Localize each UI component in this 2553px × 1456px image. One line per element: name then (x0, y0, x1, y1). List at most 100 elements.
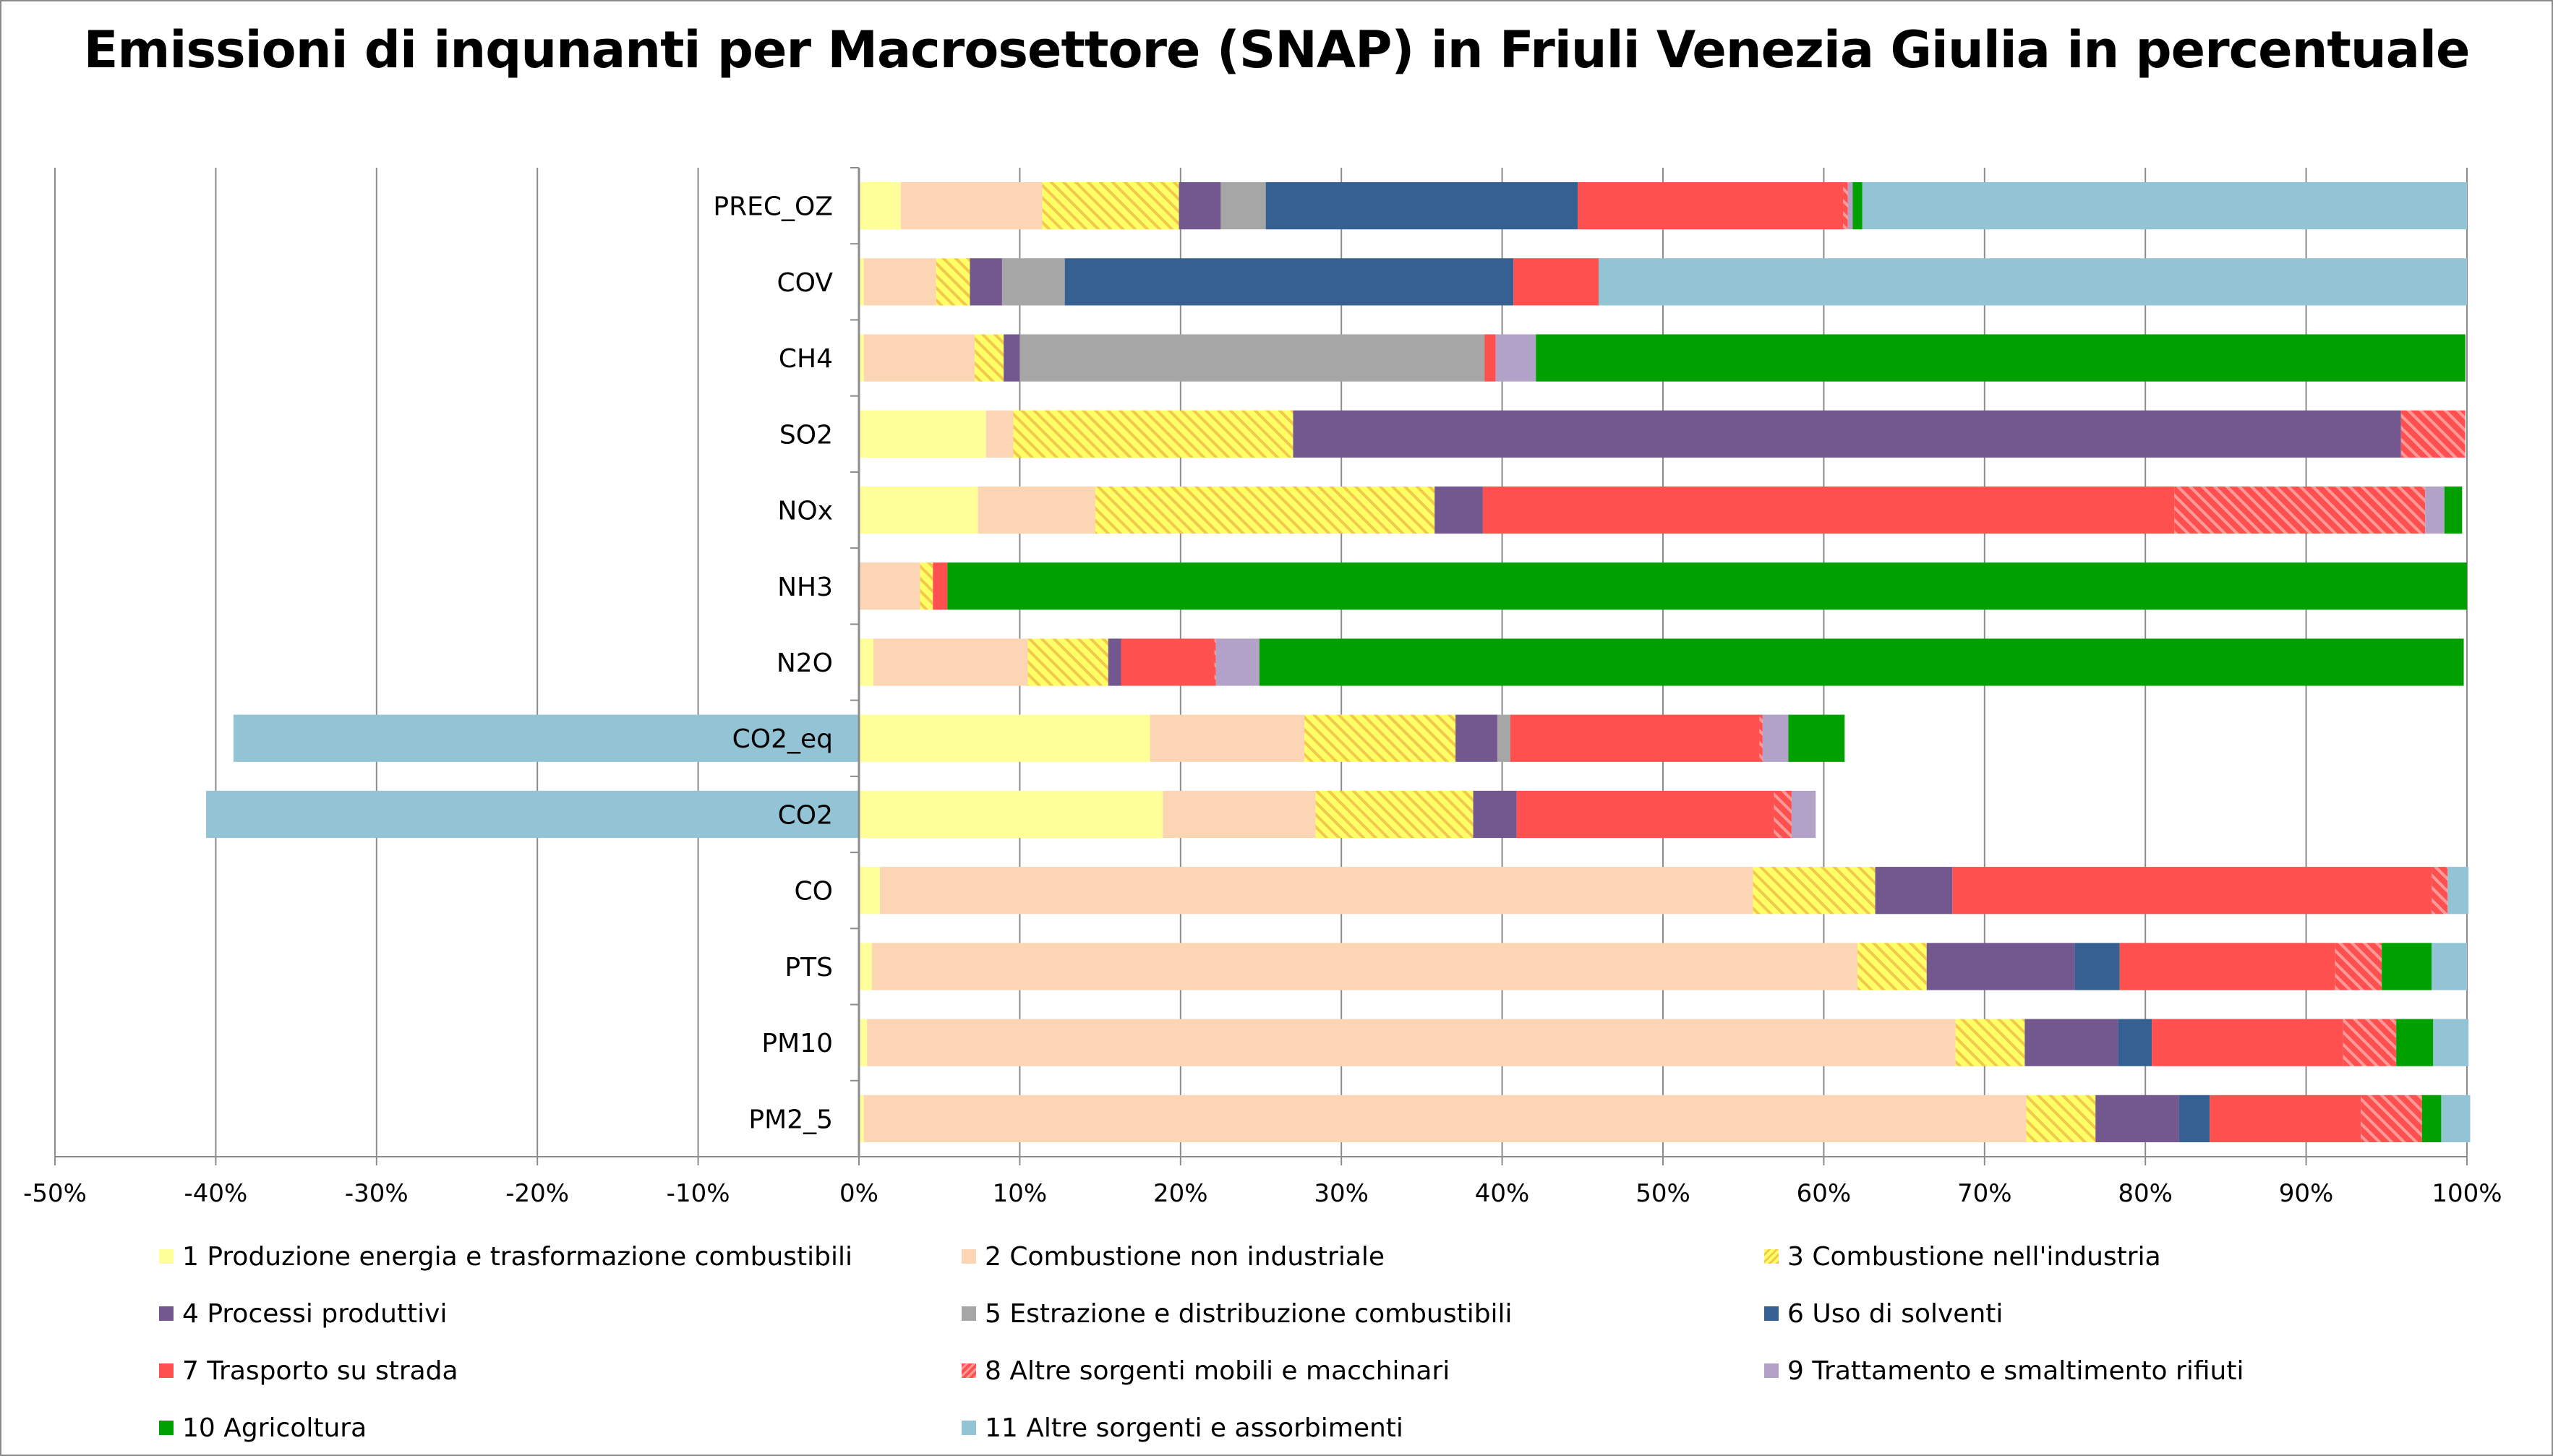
legend-swatch (962, 1363, 976, 1378)
bar-segment (1510, 714, 1760, 762)
category-label: SO2 (779, 420, 833, 450)
legend-item: 11 Altre sorgenti e assorbimenti (962, 1406, 1403, 1449)
bar-segment (1857, 943, 1927, 990)
bar-segment (1013, 410, 1293, 458)
bar-segment (1095, 486, 1435, 534)
bar-segment (873, 638, 1028, 686)
bar-segment (2432, 867, 2448, 915)
bar-segment (1484, 334, 1496, 382)
x-tick-label: -40% (184, 1179, 247, 1208)
x-tick-label: 90% (2279, 1179, 2334, 1208)
bar-segment (1599, 258, 2467, 306)
x-tick-label: -30% (345, 1179, 409, 1208)
legend-swatch (962, 1306, 976, 1321)
x-tick-label: 10% (993, 1179, 1048, 1208)
bar-segment (859, 258, 864, 306)
bar-segment (1042, 181, 1179, 230)
bar-segment (879, 867, 1753, 915)
bar-segment (978, 486, 1095, 534)
category-label: COV (777, 268, 834, 298)
bar-segment (859, 334, 864, 382)
bar-segment (1163, 790, 1316, 839)
x-tick-label: 0% (839, 1179, 878, 1208)
bar-segment (1774, 790, 1792, 839)
bar-segment (1019, 334, 1485, 382)
bar-segment (1220, 181, 1266, 230)
bar-segment (863, 258, 936, 306)
bar-segment (871, 943, 1858, 990)
bar-segment (2118, 1019, 2152, 1066)
bar-segment (859, 181, 901, 230)
legend-item: 9 Trattamento e smaltimento rifiuti (1764, 1349, 2244, 1392)
bar-segment (1064, 258, 1514, 306)
category-label: CO2_eq (732, 724, 833, 754)
legend-item: 10 Agricoltura (159, 1406, 367, 1449)
bar-segment (1215, 638, 1260, 686)
legend-swatch (159, 1421, 174, 1435)
bar-segment (1482, 486, 2175, 534)
bar-segment (975, 334, 1004, 382)
bar-segment (2433, 1019, 2469, 1066)
bar-segment (1293, 410, 2401, 458)
x-tick-label: -10% (667, 1179, 730, 1208)
legend-item: 7 Trasporto su strada (159, 1349, 458, 1392)
x-tick-label: 50% (1635, 1179, 1690, 1208)
bar-segment (2382, 943, 2432, 990)
legend-label: 9 Trattamento e smaltimento rifiuti (1787, 1356, 2244, 1386)
bar-segment (859, 410, 986, 458)
legend-label: 7 Trasporto su strada (182, 1356, 458, 1386)
bar-segment (2432, 943, 2467, 990)
legend-item: 4 Processi produttivi (159, 1292, 447, 1335)
legend-swatch (962, 1249, 976, 1264)
bar-segment (970, 258, 1002, 306)
bar-segment (1497, 714, 1510, 762)
bar-segment (1179, 181, 1221, 230)
bar-segment (1259, 638, 2464, 686)
bar-segment (1108, 638, 1121, 686)
bar-segment (1862, 181, 2467, 230)
bar-segment (1759, 714, 1763, 762)
chart-title: Emissioni di inqunanti per Macrosettore … (83, 20, 2471, 80)
bar-segment (2396, 1019, 2434, 1066)
bar-segment (2095, 1095, 2179, 1143)
bar-segment (1875, 867, 1953, 915)
bar-segment (2441, 1095, 2471, 1143)
legend-label: 11 Altre sorgenti e assorbimenti (985, 1413, 1403, 1443)
bar-segment (933, 562, 948, 610)
bar-segment (2210, 1095, 2361, 1143)
bar-segment (859, 1095, 864, 1143)
bar-segment (859, 1019, 868, 1066)
x-tick-label: 30% (1314, 1179, 1369, 1208)
bar-segment (1004, 334, 1020, 382)
bar-segment (2400, 410, 2466, 458)
bar-segment (900, 181, 1043, 230)
legend-label: 8 Altre sorgenti mobili e macchinari (985, 1356, 1450, 1386)
bar-segment (2026, 1095, 2096, 1143)
bar-segment (1516, 790, 1774, 839)
bar-segment (1852, 181, 1863, 230)
legend-label: 10 Agricoltura (182, 1413, 367, 1443)
bar-segment (863, 1095, 2027, 1143)
bar-segment (947, 562, 2468, 610)
bar-segment (859, 638, 874, 686)
legend-label: 6 Uso di solventi (1787, 1298, 2004, 1329)
category-label: PM10 (761, 1029, 833, 1058)
legend-swatch (1764, 1363, 1779, 1378)
legend-label: 5 Estrazione e distribuzione combustibil… (985, 1298, 1513, 1329)
x-tick-label: 20% (1153, 1179, 1208, 1208)
legend-item: 3 Combustione nell'industria (1764, 1235, 2161, 1278)
bar-segment (1955, 1019, 2025, 1066)
bar-segment (936, 258, 970, 306)
legend-label: 3 Combustione nell'industria (1787, 1241, 2161, 1272)
bar-segment (1791, 790, 1816, 839)
bar-segment (863, 334, 975, 382)
bar-segment (2447, 867, 2469, 915)
chart-legend: 1 Produzione energia e trasformazione co… (159, 1235, 2509, 1444)
bar-segment (2425, 486, 2445, 534)
category-label: CO2 (778, 800, 833, 830)
bar-segment (859, 790, 1163, 839)
bar-segment (985, 410, 1014, 458)
bar-segment (920, 562, 933, 610)
bar-segment (2361, 1095, 2422, 1143)
bar-segment (206, 790, 859, 839)
